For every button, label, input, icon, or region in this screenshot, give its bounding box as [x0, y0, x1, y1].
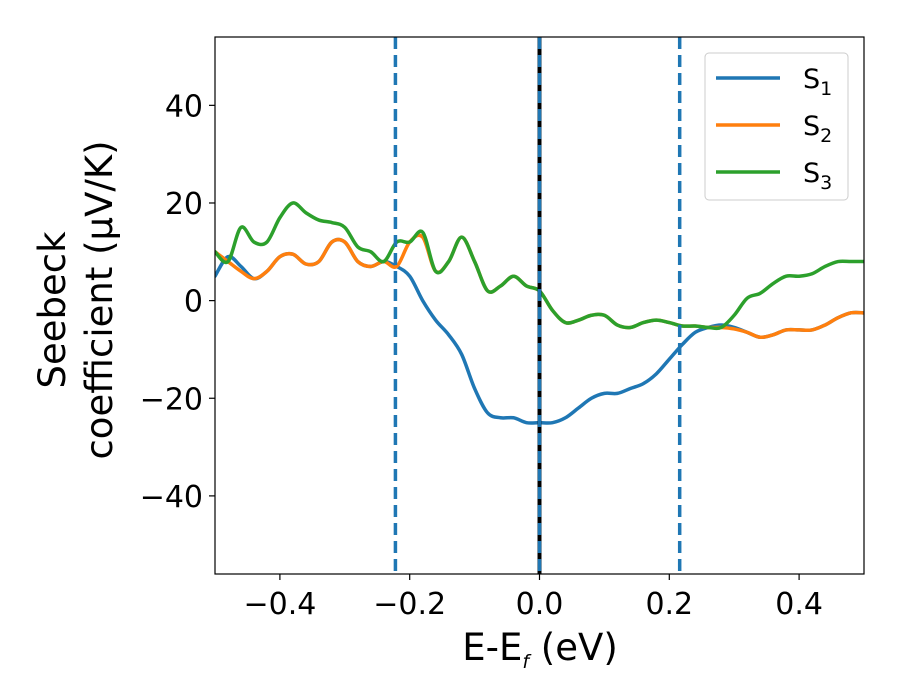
x-tick-label: 0.0 [516, 587, 564, 622]
y-ticks: −40 −20 0 20 40 [140, 89, 215, 515]
y-tick-label: 0 [184, 285, 203, 320]
vline-group [393, 37, 682, 574]
x-tick-label: 0.2 [645, 587, 693, 622]
legend-label-3: S3 [803, 158, 832, 194]
x-tick-label: 0.4 [775, 587, 823, 622]
legend-label-2: S2 [803, 111, 832, 147]
y-tick-label: −40 [140, 480, 203, 515]
legend: S1 S2 S3 [704, 52, 849, 201]
x-axis-label: E-Ef (eV) [462, 626, 618, 673]
x-ticks: −0.4 −0.2 0.0 0.2 0.4 [243, 574, 823, 622]
legend-label-1: S1 [803, 64, 832, 100]
y-tick-label: 20 [165, 187, 203, 222]
y-axis-label-line1: Seebeck [31, 231, 74, 389]
y-tick-label: −20 [140, 382, 203, 417]
x-axis-label-tail: (eV) [529, 626, 618, 669]
y-tick-label: 40 [165, 89, 203, 124]
x-tick-label: −0.4 [243, 587, 316, 622]
x-tick-label: −0.2 [373, 587, 446, 622]
x-axis-label-main: E-E [462, 626, 522, 669]
x-axis-label-sub: f [522, 651, 532, 673]
y-axis-label-line2: coefficient (μV/K) [78, 140, 121, 459]
